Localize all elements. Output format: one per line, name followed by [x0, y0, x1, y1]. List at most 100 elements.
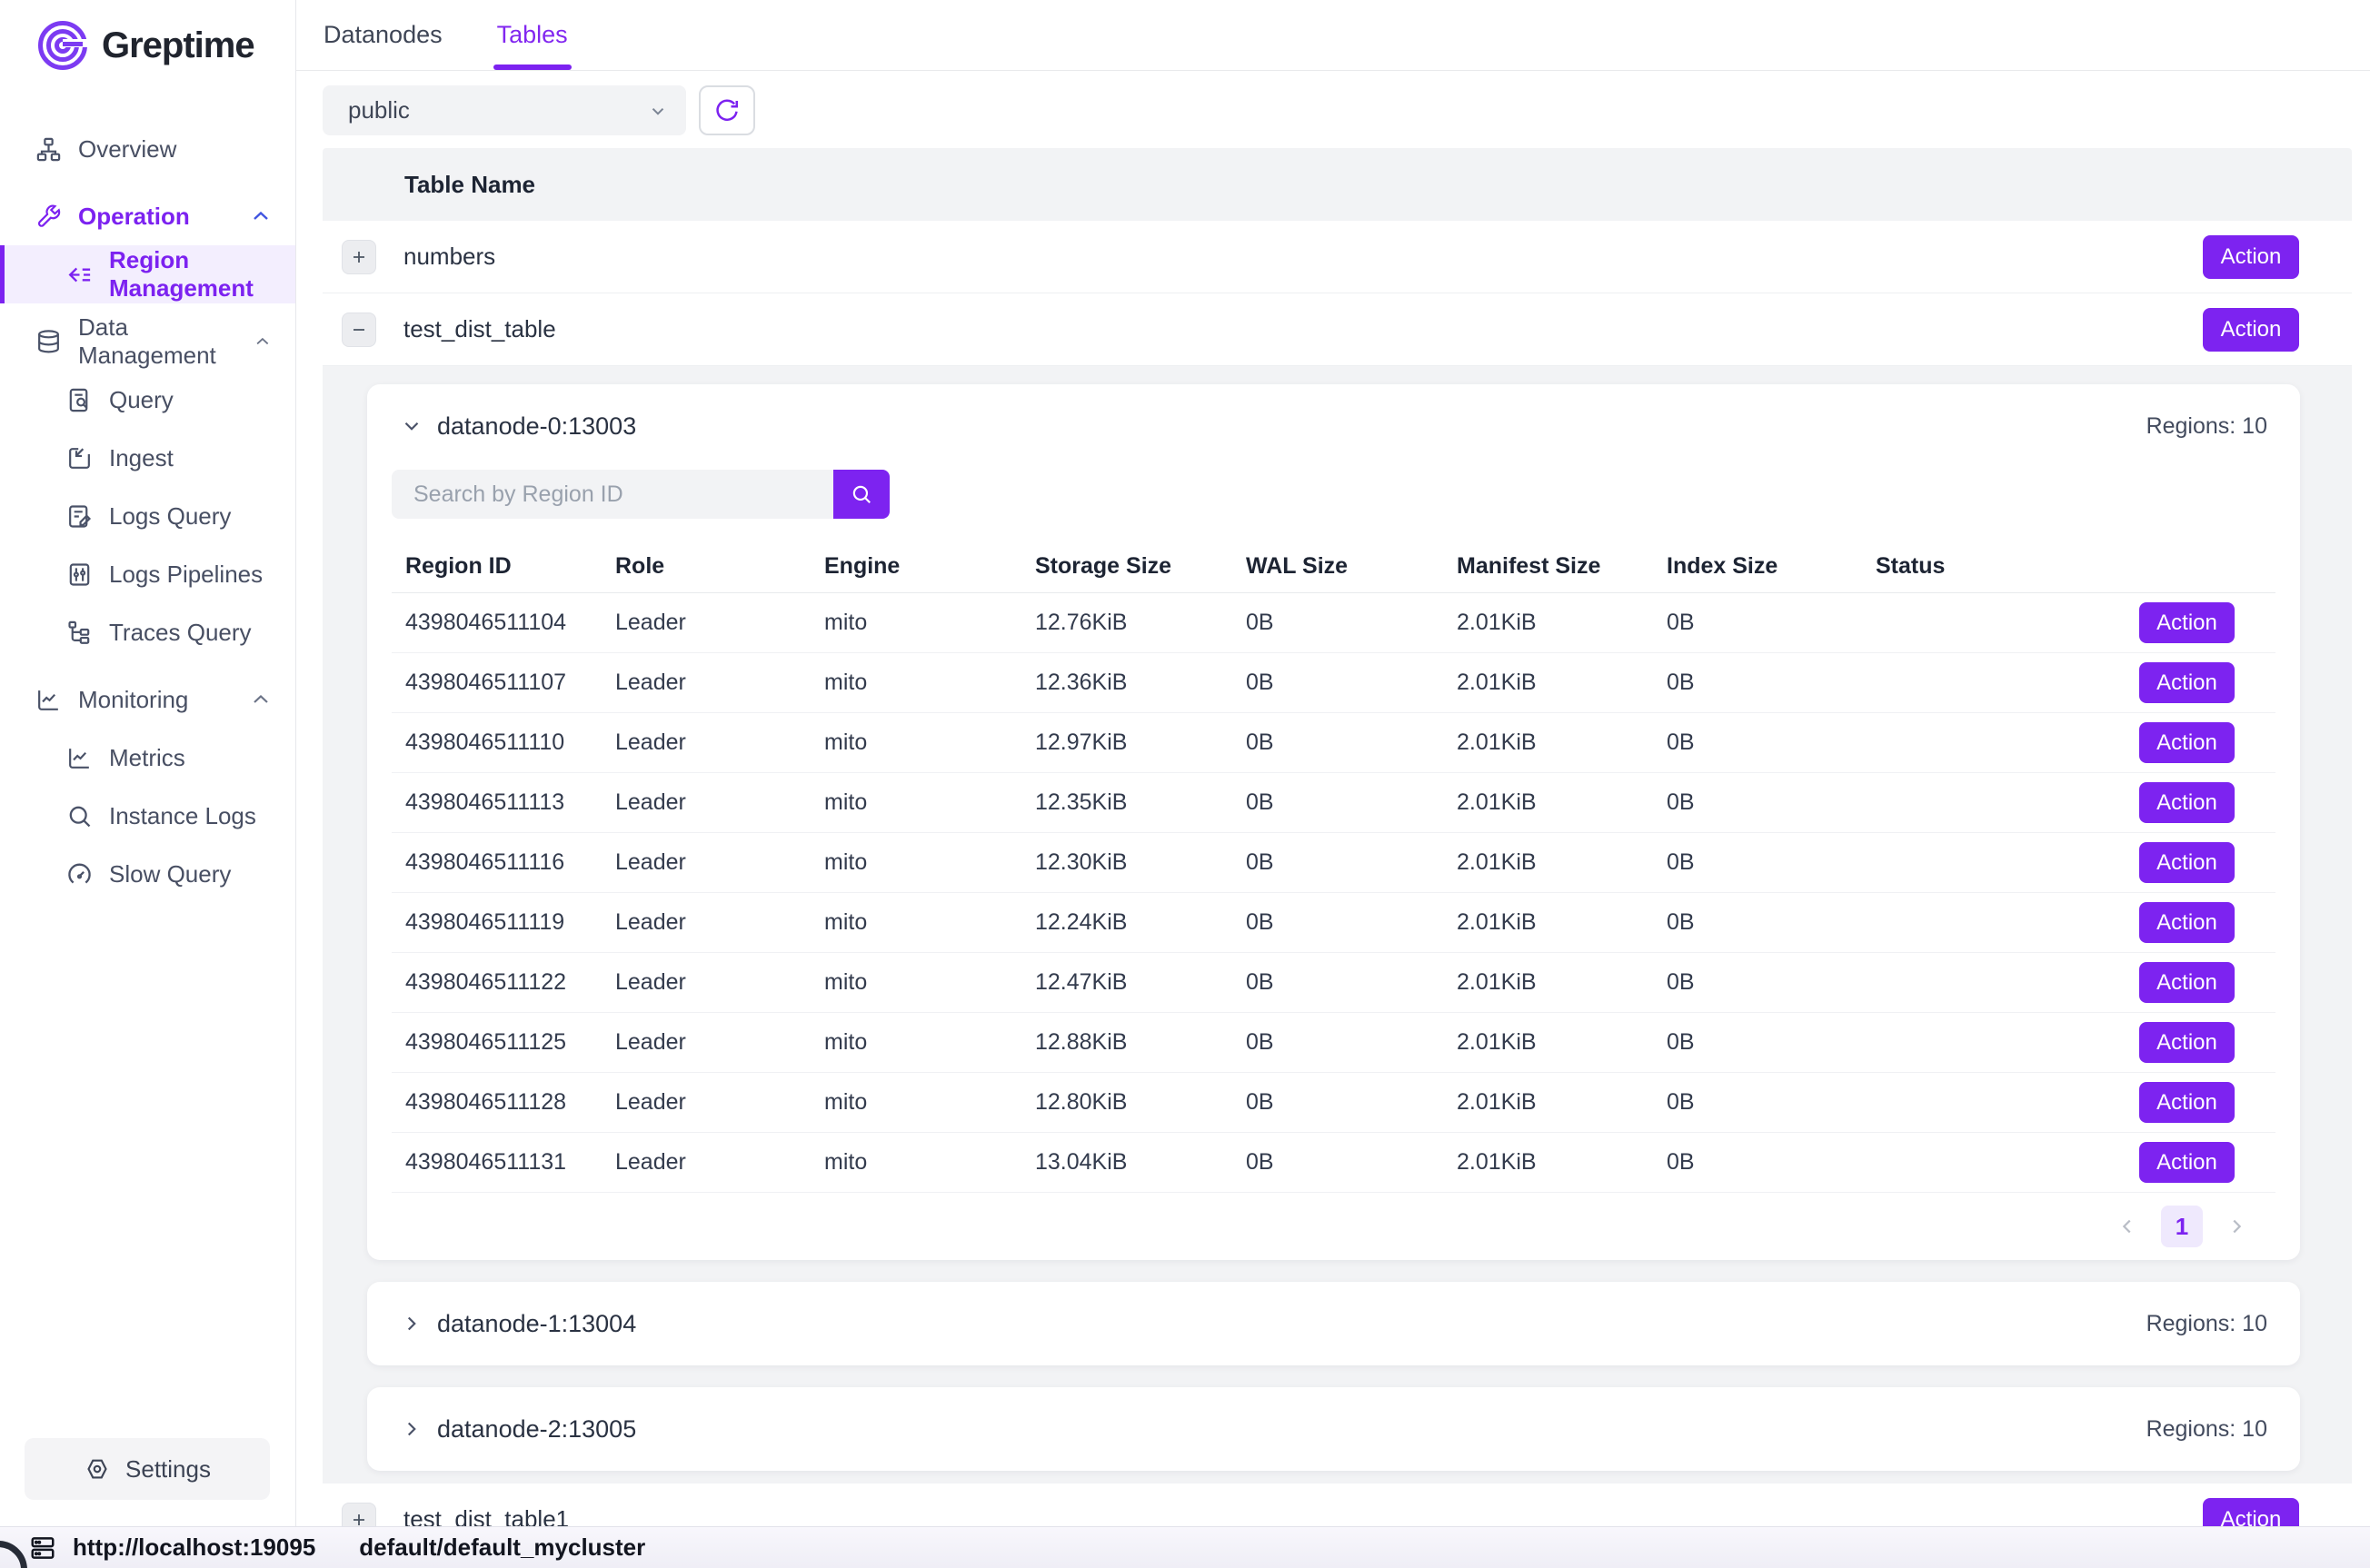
region-action-button[interactable]: Action: [2139, 602, 2235, 643]
sidebar-item-operation[interactable]: Operation: [0, 187, 295, 245]
engine-cell: mito: [811, 909, 1021, 936]
wal-size-cell: 0B: [1232, 1089, 1443, 1116]
document-edit-icon: [65, 502, 94, 531]
tab-datanodes[interactable]: Datanodes: [324, 0, 443, 70]
document-search-icon: [65, 386, 94, 414]
regions-count: Regions: 10: [2146, 413, 2267, 440]
region-action-button[interactable]: Action: [2139, 902, 2235, 943]
column-header: Engine: [811, 553, 1021, 580]
manifest-size-cell: 2.01KiB: [1443, 909, 1653, 936]
chevron-up-icon: [250, 205, 272, 227]
datanode-card-expanded: datanode-0:13003 Regions: 10 Region ID R…: [367, 384, 2300, 1260]
wal-size-cell: 0B: [1232, 729, 1443, 756]
tables-list: Table Name numbers Action test_dist_tabl…: [323, 148, 2352, 1556]
region-table-body: 4398046511104 Leader mito 12.76KiB 0B 2.…: [392, 593, 2275, 1193]
region-action-button[interactable]: Action: [2139, 662, 2235, 703]
column-header: Storage Size: [1021, 553, 1232, 580]
region-action-button[interactable]: Action: [2139, 962, 2235, 1003]
region-action-button[interactable]: Action: [2139, 1142, 2235, 1183]
action-cell: Action: [2044, 902, 2275, 943]
index-size-cell: 0B: [1653, 1029, 1862, 1056]
database-select[interactable]: public: [323, 85, 686, 135]
sidebar-item-logs-query[interactable]: Logs Query: [0, 487, 295, 545]
region-row: 4398046511122 Leader mito 12.47KiB 0B 2.…: [392, 953, 2275, 1013]
region-action-button[interactable]: Action: [2139, 722, 2235, 763]
action-cell: Action: [2044, 1082, 2275, 1123]
index-size-cell: 0B: [1653, 849, 1862, 876]
sidebar-item-slow-query[interactable]: Slow Query: [0, 845, 295, 903]
chevron-up-icon: [250, 689, 272, 710]
sidebar-item-data-management[interactable]: Data Management: [0, 313, 295, 371]
sidebar-item-metrics[interactable]: Metrics: [0, 729, 295, 787]
region-id-cell: 4398046511110: [392, 729, 602, 756]
datanode-header[interactable]: datanode-1:13004 Regions: 10: [367, 1282, 2300, 1365]
index-size-cell: 0B: [1653, 789, 1862, 816]
manifest-size-cell: 2.01KiB: [1443, 969, 1653, 996]
region-action-button[interactable]: Action: [2139, 782, 2235, 823]
region-action-button[interactable]: Action: [2139, 1082, 2235, 1123]
ingest-folder-icon: [65, 444, 94, 472]
wal-size-cell: 0B: [1232, 1029, 1443, 1056]
storage-size-cell: 12.35KiB: [1021, 789, 1232, 816]
region-search: [392, 470, 2275, 519]
manifest-size-cell: 2.01KiB: [1443, 1149, 1653, 1176]
column-header: Manifest Size: [1443, 553, 1653, 580]
sidebar-item-ingest[interactable]: Ingest: [0, 429, 295, 487]
engine-cell: mito: [811, 969, 1021, 996]
role-cell: Leader: [602, 909, 811, 936]
action-cell: Action: [2044, 662, 2275, 703]
wal-size-cell: 0B: [1232, 849, 1443, 876]
sidebar-item-region-management[interactable]: Region Management: [0, 245, 295, 303]
page-number[interactable]: 1: [2161, 1206, 2203, 1247]
region-action-button[interactable]: Action: [2139, 842, 2235, 883]
role-cell: Leader: [602, 670, 811, 696]
server-url: http://localhost:19095: [73, 1533, 315, 1562]
chevron-right-icon: [400, 1312, 423, 1335]
table-action-button[interactable]: Action: [2203, 235, 2299, 279]
expand-button[interactable]: [342, 240, 376, 274]
table-action-button[interactable]: Action: [2203, 308, 2299, 352]
column-header: Role: [602, 553, 811, 580]
region-row: 4398046511125 Leader mito 12.88KiB 0B 2.…: [392, 1013, 2275, 1073]
sidebar-item-monitoring[interactable]: Monitoring: [0, 670, 295, 729]
collapse-button[interactable]: [342, 313, 376, 347]
region-search-button[interactable]: [833, 470, 890, 519]
server-icon: [27, 1534, 58, 1562]
region-row: 4398046511116 Leader mito 12.30KiB 0B 2.…: [392, 833, 2275, 893]
region-search-input[interactable]: [392, 470, 833, 519]
engine-cell: mito: [811, 670, 1021, 696]
engine-cell: mito: [811, 1149, 1021, 1176]
datanode-header[interactable]: datanode-0:13003 Regions: 10: [367, 384, 2300, 468]
datanode-title: datanode-1:13004: [437, 1310, 636, 1338]
previous-page-icon[interactable]: [2117, 1216, 2137, 1236]
action-cell: Action: [2044, 722, 2275, 763]
tab-bar: Datanodes Tables: [296, 0, 2370, 71]
engine-cell: mito: [811, 610, 1021, 636]
sidebar-item-instance-logs[interactable]: Instance Logs: [0, 787, 295, 845]
next-page-icon[interactable]: [2226, 1216, 2246, 1236]
sidebar-item-overview[interactable]: Overview: [0, 120, 295, 178]
region-row: 4398046511119 Leader mito 12.24KiB 0B 2.…: [392, 893, 2275, 953]
region-list-icon: [65, 261, 94, 289]
sidebar-item-label: Ingest: [109, 444, 174, 472]
tab-tables[interactable]: Tables: [497, 0, 568, 70]
storage-size-cell: 13.04KiB: [1021, 1149, 1232, 1176]
line-chart-icon: [65, 744, 94, 772]
sidebar-item-traces-query[interactable]: Traces Query: [0, 603, 295, 661]
settings-button[interactable]: Settings: [25, 1438, 270, 1500]
refresh-icon: [713, 97, 741, 124]
manifest-size-cell: 2.01KiB: [1443, 610, 1653, 636]
sidebar-item-logs-pipelines[interactable]: Logs Pipelines: [0, 545, 295, 603]
wal-size-cell: 0B: [1232, 969, 1443, 996]
sidebar-item-query[interactable]: Query: [0, 371, 295, 429]
chevron-up-icon: [254, 331, 272, 352]
refresh-button[interactable]: [699, 85, 755, 135]
brand-name: Greptime: [102, 25, 254, 66]
storage-size-cell: 12.76KiB: [1021, 610, 1232, 636]
storage-size-cell: 12.36KiB: [1021, 670, 1232, 696]
region-action-button[interactable]: Action: [2139, 1022, 2235, 1063]
datanode-header[interactable]: datanode-2:13005 Regions: 10: [367, 1387, 2300, 1471]
region-id-cell: 4398046511131: [392, 1149, 602, 1176]
role-cell: Leader: [602, 610, 811, 636]
role-cell: Leader: [602, 1149, 811, 1176]
